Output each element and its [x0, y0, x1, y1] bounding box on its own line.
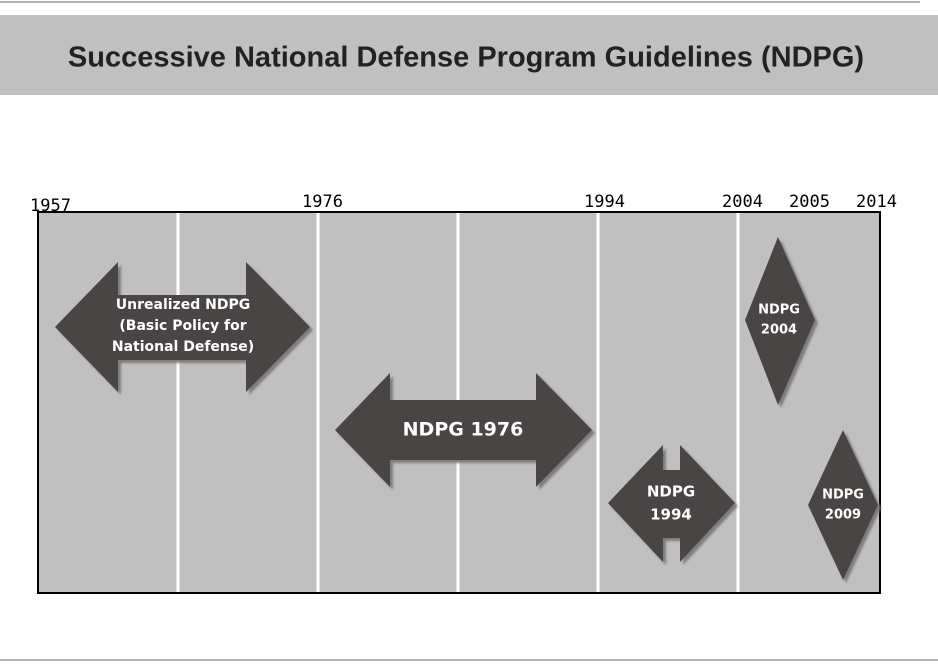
shape-label: 2004 — [761, 323, 797, 338]
year-label: 1957 — [30, 196, 71, 216]
year-label: 2004 — [722, 192, 763, 212]
diamond-2004 — [745, 237, 815, 405]
year-label: 2014 — [856, 192, 897, 212]
title-band — [0, 15, 938, 95]
shapes — [55, 237, 878, 580]
title: Successive National Defense Program Guid… — [68, 42, 864, 74]
shape-label: 2009 — [825, 508, 861, 523]
shape-label: National Defense) — [112, 339, 254, 355]
shape-label: 1994 — [650, 506, 692, 524]
shape-label: NDPG — [758, 303, 800, 318]
shape-label: NDPG — [822, 488, 864, 503]
arrow-1976 — [335, 373, 592, 487]
year-label: 1976 — [302, 192, 343, 212]
shape-label: (Basic Policy for — [119, 318, 246, 334]
year-label: 2005 — [789, 192, 830, 212]
shape-label: NDPG 1976 — [403, 419, 524, 441]
diamond-2009 — [808, 430, 878, 580]
arrow-1994 — [608, 445, 735, 562]
year-label: 1994 — [584, 192, 625, 212]
arrow-unrealized — [55, 262, 310, 392]
shape-label: Unrealized NDPG — [116, 297, 250, 313]
shape-label: NDPG — [647, 483, 695, 501]
dividers — [176, 213, 740, 592]
